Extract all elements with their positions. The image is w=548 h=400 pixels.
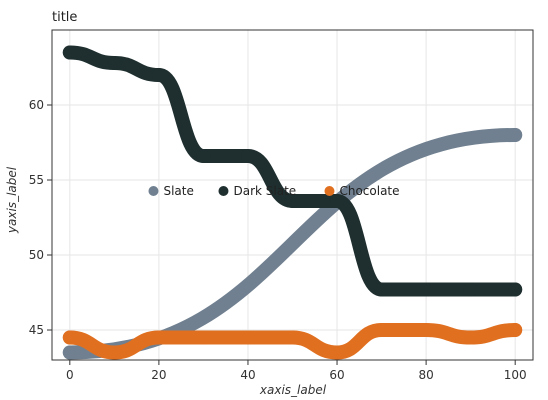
series-chocolate (62, 323, 523, 360)
x-axis-label: xaxis_label (259, 383, 327, 397)
data-point (374, 323, 389, 337)
chart-title: title (52, 10, 77, 25)
data-point (285, 194, 300, 208)
data-point (107, 345, 122, 360)
data-point (107, 56, 122, 70)
data-point (285, 330, 300, 345)
data-point (508, 323, 523, 337)
series-dark-slate (62, 45, 523, 297)
legend-label-chocolate: Chocolate (339, 184, 399, 198)
data-point (330, 345, 345, 360)
data-point (463, 330, 478, 345)
data-point (374, 282, 389, 297)
y-tick-label: 60 (29, 98, 44, 112)
series-line (62, 45, 523, 297)
data-point (151, 68, 166, 82)
x-tick-label: 100 (504, 368, 527, 382)
data-point (463, 282, 478, 297)
data-point (240, 330, 255, 345)
data-point (419, 323, 434, 337)
ticks: 0 20 40 60 80 100 45 50 55 60 (29, 98, 527, 382)
data-point (62, 330, 77, 345)
y-tick-label: 55 (29, 173, 44, 187)
x-tick-label: 80 (418, 368, 433, 382)
data-point (508, 282, 523, 297)
y-tick-label: 50 (29, 248, 44, 262)
legend-label-slate: Slate (163, 184, 193, 198)
x-tick-label: 40 (240, 368, 255, 382)
y-tick-label: 45 (29, 323, 44, 337)
grid (52, 30, 533, 360)
data-point (151, 330, 166, 345)
legend-marker-dark-slate (218, 186, 229, 196)
data-point (330, 194, 345, 208)
legend-marker-slate (148, 186, 159, 196)
plot-border (51, 29, 534, 361)
legend-label-dark-slate: Dark Slate (233, 184, 296, 198)
series-line (62, 128, 523, 360)
x-tick-label: 60 (329, 368, 344, 382)
x-tick-label: 20 (151, 368, 166, 382)
x-tick-label: 0 (66, 368, 74, 382)
y-axis-label: yaxis_label (5, 166, 19, 234)
data-point (196, 149, 211, 163)
series-slate (62, 128, 523, 360)
data-point (62, 345, 77, 360)
series-areas (62, 45, 523, 360)
data-point (240, 149, 255, 163)
data-point (62, 45, 77, 60)
data-point (508, 128, 523, 142)
data-point (419, 282, 434, 297)
data-point (196, 330, 211, 345)
legend: Slate Dark Slate Chocolate (148, 184, 400, 198)
legend-marker-chocolate (324, 186, 335, 196)
